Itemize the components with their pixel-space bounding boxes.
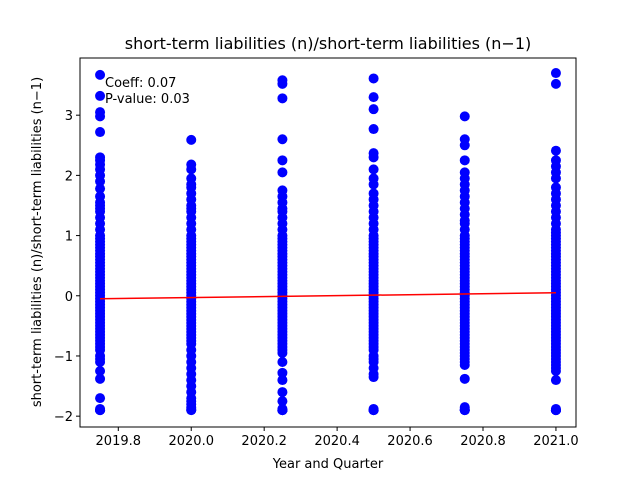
- data-point: [368, 179, 379, 190]
- coeff-annotation: Coeff: 0.07: [105, 76, 176, 91]
- data-point: [368, 73, 379, 84]
- data-point: [277, 356, 288, 367]
- data-point: [459, 155, 470, 166]
- data-point: [277, 155, 288, 166]
- data-point: [368, 152, 379, 163]
- chart-title: short-term liabilities (n)/short-term li…: [125, 34, 532, 53]
- regression-line: [100, 292, 556, 300]
- data-point: [550, 78, 561, 89]
- data-point: [277, 347, 288, 358]
- y-tick-label: −2: [54, 410, 73, 425]
- y-tick-label: 0: [65, 290, 73, 305]
- data-point: [277, 405, 288, 416]
- data-point: [95, 366, 106, 377]
- data-point: [550, 405, 561, 416]
- data-point: [550, 145, 561, 156]
- fit-line-layer: [100, 292, 556, 300]
- data-point: [277, 134, 288, 145]
- data-point: [368, 164, 379, 175]
- data-point: [277, 387, 288, 398]
- data-point: [368, 92, 379, 103]
- data-point: [95, 393, 106, 404]
- y-tick-label: 1: [65, 230, 73, 245]
- x-axis-label: Year and Quarter: [272, 457, 384, 472]
- p-value-annotation: P-value: 0.03: [105, 92, 190, 107]
- x-tick-label: 2020.0: [168, 434, 214, 449]
- data-point: [95, 69, 106, 80]
- axes-frame: [79, 57, 577, 428]
- x-tick-label: 2020.4: [314, 434, 360, 449]
- x-tick-label: 2020.8: [460, 434, 506, 449]
- x-tick-label: 2021.0: [533, 434, 579, 449]
- data-point: [368, 104, 379, 115]
- y-axis-ticks: −2 −1 0 1 2 3: [54, 109, 80, 425]
- data-point: [95, 405, 106, 416]
- data-point: [459, 373, 470, 384]
- data-point: [95, 176, 106, 187]
- data-point: [459, 405, 470, 416]
- data-point: [277, 78, 288, 89]
- data-point: [550, 173, 561, 184]
- data-point: [277, 367, 288, 378]
- data-point: [186, 405, 197, 416]
- data-point: [368, 405, 379, 416]
- data-point: [459, 111, 470, 122]
- data-point: [459, 140, 470, 151]
- data-point: [277, 396, 288, 407]
- data-point: [95, 90, 106, 101]
- data-point: [277, 93, 288, 104]
- data-point: [95, 183, 106, 194]
- y-tick-label: −1: [54, 350, 73, 365]
- x-axis-ticks: 2019.8 2020.0 2020.2 2020.4 2020.6 2020.8 2021…: [96, 427, 579, 449]
- data-point: [368, 372, 379, 383]
- data-point: [186, 134, 197, 145]
- data-point: [550, 375, 561, 386]
- data-point: [550, 366, 561, 377]
- x-tick-label: 2020.6: [387, 434, 433, 449]
- data-point: [186, 164, 197, 175]
- plot-area: [95, 68, 561, 416]
- x-tick-label: 2019.8: [96, 434, 142, 449]
- data-point: [459, 360, 470, 370]
- data-point: [277, 375, 288, 386]
- data-point: [550, 68, 561, 79]
- data-point: [368, 124, 379, 135]
- data-point: [277, 167, 288, 178]
- data-point: [95, 356, 106, 367]
- data-point: [95, 111, 106, 122]
- data-point: [95, 127, 106, 138]
- y-tick-label: 2: [65, 169, 73, 184]
- x-tick-label: 2020.2: [241, 434, 287, 449]
- y-axis-label: short-term liabilities (n)/short-term li…: [30, 77, 45, 407]
- data-point: [95, 373, 106, 384]
- y-tick-label: 3: [65, 109, 73, 124]
